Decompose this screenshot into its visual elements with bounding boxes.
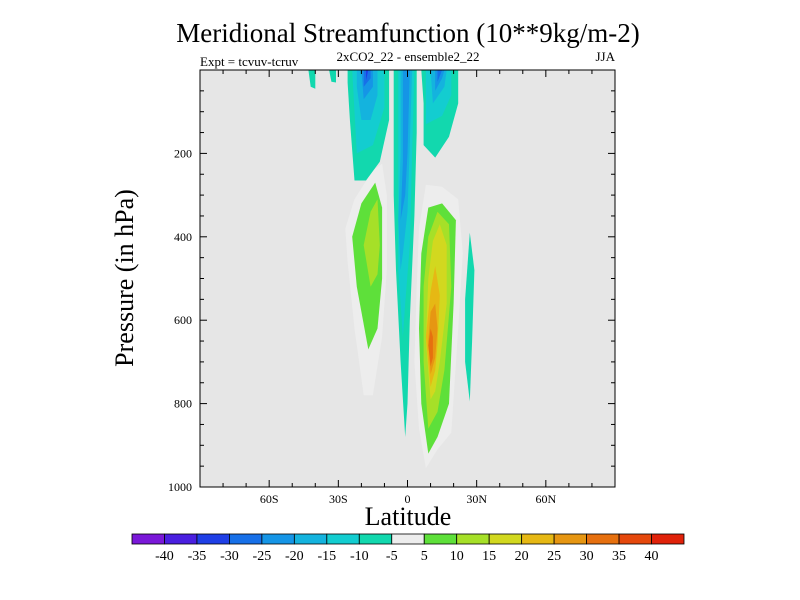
contour-region-11 [329,70,336,83]
colorbar-box-14 [586,533,620,545]
chart-title: Meridional Streamfunction (10**9kg/m-2) [176,18,639,48]
colorbar-label: 5 [421,549,428,564]
colorbar-label: -25 [253,549,272,564]
x-tick-label: 30N [466,492,487,506]
colorbar: -40 -35 -30 -25 -20 -15 -10 -5 5 10 15 20 25 30 35 40 [131,533,685,564]
contour-region-16 [363,70,371,87]
contour-region-2 [363,199,380,287]
y-tick-label: 1000 [168,480,192,494]
colorbar-label: 15 [482,549,496,564]
colorbar-box-12 [521,533,555,545]
colorbar-box-3 [229,533,263,545]
colorbar-box-1 [164,533,198,545]
colorbar-label: 30 [580,549,594,564]
colorbar-label: -30 [220,549,239,564]
colorbar-box-7 [358,533,393,545]
contour-region-17 [366,70,369,81]
x-tick-label: 0 [405,492,411,506]
colorbar-box-11 [488,533,523,545]
colorbar-box-13 [553,533,587,545]
colorbar-box-9 [423,533,458,545]
contour-region-9 [428,328,433,367]
colorbar-label: 10 [450,549,464,564]
colorbar-box-6 [326,533,360,545]
x-tick-label: 60S [260,492,279,506]
x-axis-title: Latitude [365,502,452,531]
colorbar-label: 40 [645,549,659,564]
contour-regions [308,70,475,469]
contour-region-26 [437,70,443,82]
colorbar-box-8 [391,533,425,545]
y-tick-label: 200 [174,146,192,160]
contour-region-27 [465,232,475,402]
y-tick-label: 800 [174,397,192,411]
colorbar-box-2 [196,533,230,545]
y-tick-label: 400 [174,230,192,244]
x-tick-label: 60N [535,492,556,506]
colorbar-label: 20 [515,549,529,564]
contour-region-24 [430,70,447,104]
colorbar-label: -20 [285,549,304,564]
colorbar-box-5 [293,533,328,545]
colorbar-label: -5 [386,549,398,564]
chart-subtitle-right: JJA [595,49,615,64]
chart-subtitle-left: Expt = tcvuv-tcruv [200,54,299,69]
colorbar-label: -35 [188,549,207,564]
y-axis-title: Pressure (in hPa) [110,189,139,367]
colorbar-label: -40 [155,549,174,564]
colorbar-box-0 [131,533,165,545]
colorbar-box-4 [261,533,295,545]
colorbar-box-10 [456,533,490,545]
y-tick-label: 600 [174,313,192,327]
x-tick-label: 30S [329,492,348,506]
colorbar-label: -10 [350,549,369,564]
contour-region-10 [308,70,316,89]
contour-region-21 [400,70,410,221]
axis-ticks: 60S 30S 0 30N 60N 200 400 600 800 1000 [168,70,615,506]
colorbar-label: 25 [547,549,561,564]
plot-area: 60S 30S 0 30N 60N 200 400 600 800 1000 [168,69,616,506]
colorbar-box-16 [651,533,685,545]
chart-subtitle-center: 2xCO2_22 - ensemble2_22 [337,49,480,64]
colorbar-label: 35 [612,549,626,564]
colorbar-label: -15 [317,549,336,564]
colorbar-box-15 [618,533,652,545]
